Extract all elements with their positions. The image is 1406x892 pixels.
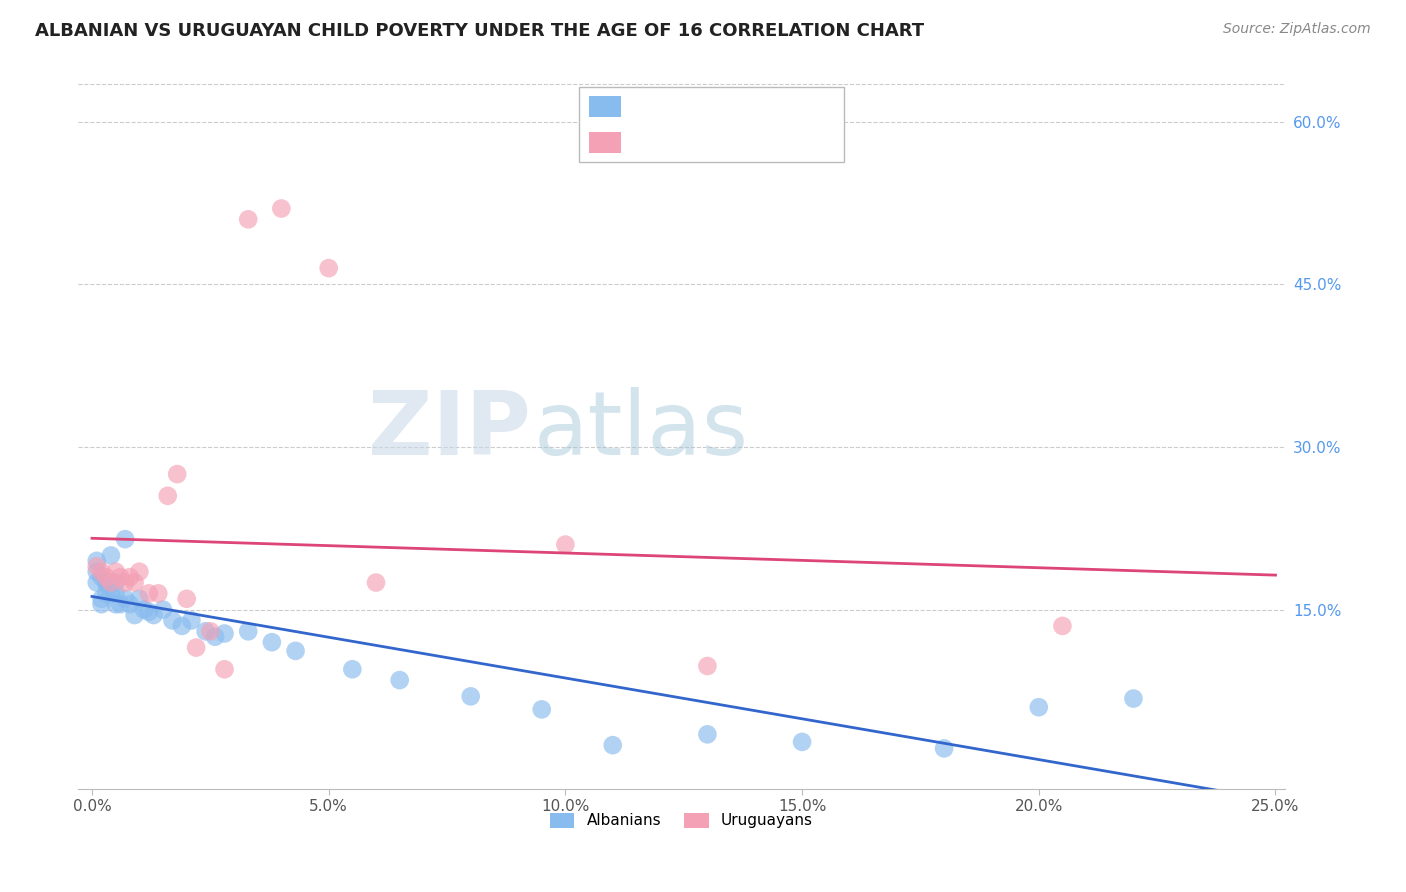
Text: ALBANIAN VS URUGUAYAN CHILD POVERTY UNDER THE AGE OF 16 CORRELATION CHART: ALBANIAN VS URUGUAYAN CHILD POVERTY UNDE… xyxy=(35,22,924,40)
Point xyxy=(132,602,155,616)
Point xyxy=(152,602,174,616)
Point xyxy=(388,673,411,687)
Point xyxy=(260,635,283,649)
Point xyxy=(104,575,127,590)
Point xyxy=(86,565,108,579)
Point xyxy=(110,570,132,584)
Point xyxy=(96,575,118,590)
Point xyxy=(1028,700,1050,714)
Point xyxy=(148,586,170,600)
Point xyxy=(138,605,160,619)
Point xyxy=(696,659,718,673)
Point xyxy=(96,570,118,584)
Point xyxy=(342,662,364,676)
Point xyxy=(460,690,482,704)
Point xyxy=(156,489,179,503)
Point xyxy=(284,644,307,658)
Point xyxy=(86,575,108,590)
Point xyxy=(214,662,236,676)
Point xyxy=(176,591,198,606)
Text: ZIP: ZIP xyxy=(368,387,530,475)
Point xyxy=(86,554,108,568)
Point xyxy=(530,702,553,716)
Point xyxy=(86,559,108,574)
Point xyxy=(162,614,184,628)
Point xyxy=(602,738,624,752)
Point xyxy=(90,570,112,584)
Point xyxy=(118,570,141,584)
Point xyxy=(110,597,132,611)
Point xyxy=(270,202,292,216)
Point xyxy=(100,575,122,590)
Text: Source: ZipAtlas.com: Source: ZipAtlas.com xyxy=(1223,22,1371,37)
Legend: Albanians, Uruguayans: Albanians, Uruguayans xyxy=(544,806,818,835)
Point xyxy=(170,619,193,633)
Point xyxy=(186,640,208,655)
Point xyxy=(180,614,202,628)
Point xyxy=(104,586,127,600)
Point xyxy=(96,586,118,600)
Point xyxy=(318,261,340,276)
Point xyxy=(238,624,260,639)
Point xyxy=(200,624,222,639)
Point xyxy=(166,467,188,482)
Point xyxy=(554,538,576,552)
Point xyxy=(1052,619,1074,633)
Point xyxy=(194,624,217,639)
Point xyxy=(1122,691,1144,706)
Point xyxy=(790,735,813,749)
Point xyxy=(124,608,146,623)
Point xyxy=(114,575,136,590)
Point xyxy=(204,630,226,644)
Point xyxy=(90,597,112,611)
Point xyxy=(696,727,718,741)
Point xyxy=(932,741,955,756)
Point xyxy=(100,586,122,600)
Point xyxy=(114,591,136,606)
Point xyxy=(114,532,136,546)
Point xyxy=(90,591,112,606)
Point xyxy=(96,575,118,590)
Point xyxy=(104,565,127,579)
Point xyxy=(238,212,260,227)
Point xyxy=(100,549,122,563)
Point xyxy=(142,608,165,623)
Point xyxy=(124,575,146,590)
Point xyxy=(128,591,150,606)
Point xyxy=(364,575,387,590)
Point xyxy=(104,597,127,611)
Text: atlas: atlas xyxy=(534,387,749,475)
Point xyxy=(128,565,150,579)
Point xyxy=(118,597,141,611)
Point xyxy=(90,565,112,579)
Point xyxy=(138,586,160,600)
Point xyxy=(214,626,236,640)
